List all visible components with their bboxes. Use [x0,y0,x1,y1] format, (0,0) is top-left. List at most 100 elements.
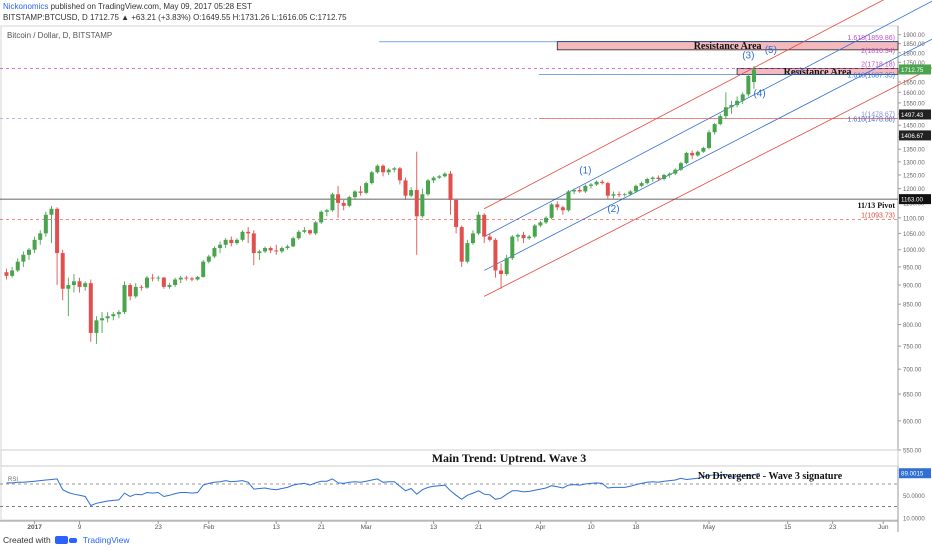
candle-body [628,191,633,195]
candle-body [330,194,335,211]
candle-body [133,286,138,297]
candle-body [122,285,127,313]
h-line-label: 2(1718.18) [861,61,895,68]
tradingview-brand[interactable]: TradingView [82,535,130,545]
candle-body [100,318,105,321]
candle-body [268,248,273,251]
y-tick-label: 900.00 [903,284,922,290]
candle-body [420,194,425,217]
y-tick-label: 1550.00 [903,101,925,107]
y-tick-label: 550.00 [903,449,922,455]
candle-body [555,204,560,208]
x-tick-label: May [703,524,716,531]
candle-body [707,132,711,148]
candle-body [307,230,312,234]
candle-body [105,316,110,319]
candle-body [116,312,121,315]
candle-body [88,283,93,333]
x-tick-label: 13 [273,524,281,531]
x-tick-label: 2017 [27,524,42,531]
candle-body [38,233,43,240]
y-tick-label: 1200.00 [903,187,925,193]
candle-body [504,258,509,275]
y-tick-label: 950.00 [903,265,922,271]
candle-body [386,169,391,173]
candle-body [352,191,357,198]
candle-body [645,179,650,184]
candle-body [246,231,251,234]
candle-body [499,270,504,275]
wave-label: (5) [765,45,777,56]
x-tick-label: Mar [361,524,373,531]
publish-line: Nickonomics published on TradingView.com… [3,2,252,11]
candle-body [364,183,369,193]
candle-body [572,190,577,192]
y-tick-label: 1000.00 [903,248,925,254]
candle-body [482,214,487,237]
candle-body [409,190,414,196]
candle-body [656,177,661,180]
candle-body [673,169,678,174]
candle-body [324,210,329,212]
candle-body [178,277,183,280]
candle-body [43,214,48,234]
h-line-label: 1.618(1687.35) [848,72,895,79]
candle-body [476,214,481,234]
candle-body [712,124,717,133]
candle-body [583,185,588,192]
candle-body [184,277,189,279]
candle-body [588,184,593,186]
candle-body [740,94,745,101]
created-with-label: Created with [3,535,51,545]
x-tick-label: 15 [784,524,792,531]
y-tick-label: 1450.00 [903,124,925,130]
price-badge [899,64,931,75]
candle-body [32,239,37,250]
footer: Created with TradingView [3,535,130,545]
rsi-title: RSI [8,477,18,483]
x-tick-label: Feb [203,524,215,531]
rsi-badge-label: 89.0015 [901,471,924,478]
x-tick-label: 9 [78,524,82,531]
rsi-line [6,472,760,507]
candle-body [251,233,256,254]
candle-body [296,231,301,239]
candle-body [746,75,751,95]
candle-body [240,231,245,240]
candle-body [532,225,537,237]
publisher-name[interactable]: Nickonomics [3,2,49,11]
candle-body [392,168,397,170]
y-tick-label: 1600.00 [903,91,925,97]
candle-body [751,69,756,83]
candle-body [145,277,149,288]
y-tick-label: 1650.00 [903,80,925,86]
candle-body [577,190,582,192]
h-line-label: 1.618(1859.86) [848,35,895,42]
candle-body [257,251,262,254]
wave-label: (2) [607,204,619,215]
candle-body [156,277,161,279]
candle-body [77,281,82,287]
candle-body [201,261,206,277]
wave-label: (4) [753,88,765,99]
channel-line [484,0,885,210]
candle-body [611,194,616,196]
candle-body [381,165,386,173]
candle-body [729,105,734,108]
candles [4,65,756,344]
candle-body [49,208,54,215]
candle-body [442,173,447,177]
y-tick-label: 850.00 [903,303,922,309]
candle-body [735,100,740,106]
candle-body [279,248,284,252]
candle-body [622,194,627,196]
candle-body [459,227,464,262]
candle-body [150,277,155,279]
candle-body [544,217,549,223]
candle-body [15,261,20,271]
candle-body [212,248,217,257]
candle-body [426,180,430,195]
candle-body [21,254,26,262]
y-tick-label: 1050.00 [903,232,925,238]
